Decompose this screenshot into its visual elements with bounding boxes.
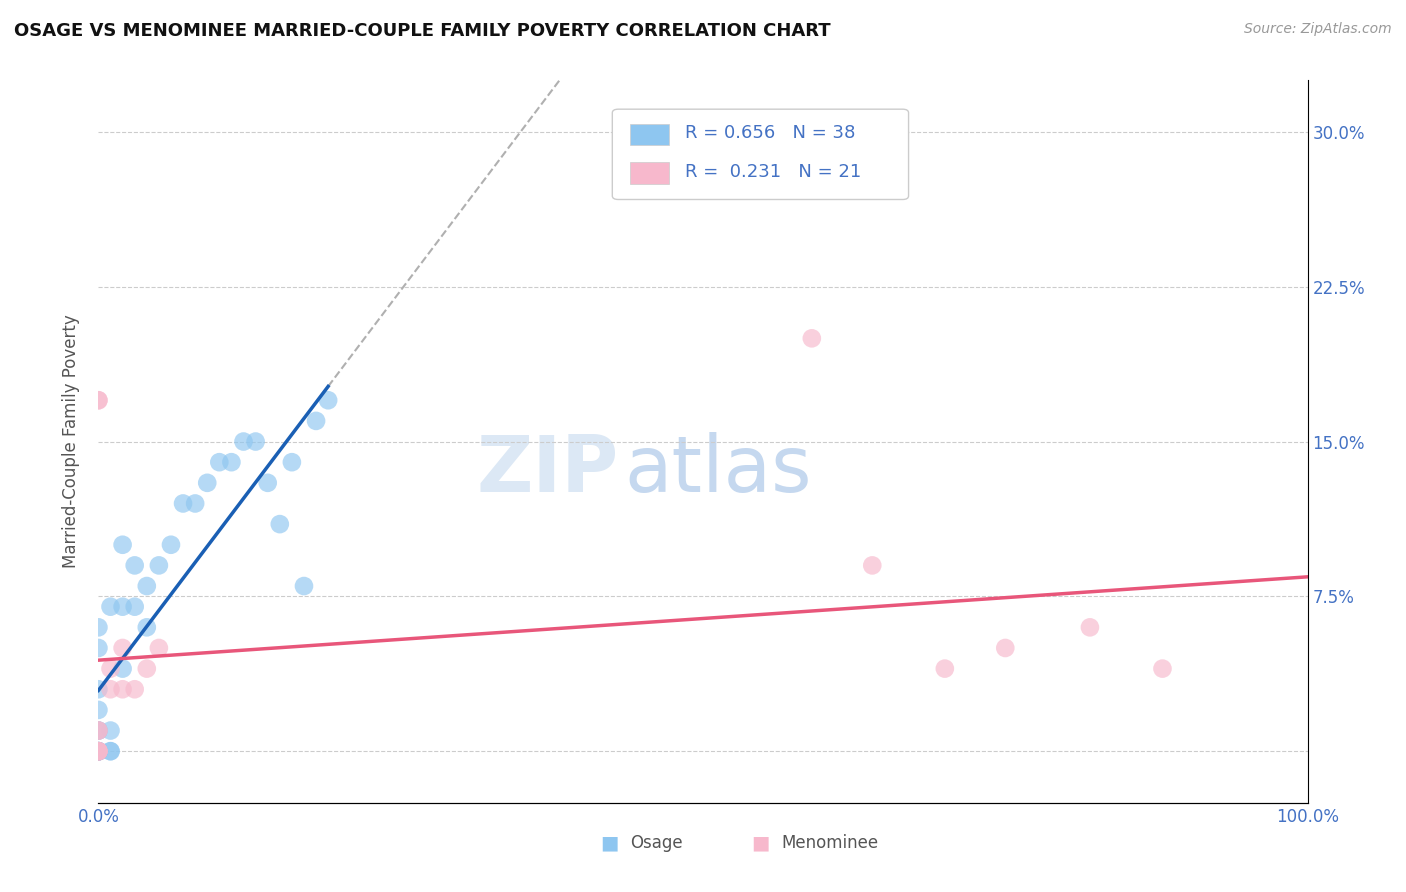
Text: ■: ■: [751, 833, 769, 852]
Point: [100, 599, 122, 614]
Point: [111, 640, 134, 655]
Point: [208, 455, 231, 469]
Point: [800, 331, 823, 345]
Point: [87, 744, 110, 758]
FancyBboxPatch shape: [630, 162, 669, 184]
Point: [87, 744, 110, 758]
Point: [87, 723, 110, 738]
Point: [124, 599, 146, 614]
Text: OSAGE VS MENOMINEE MARRIED-COUPLE FAMILY POVERTY CORRELATION CHART: OSAGE VS MENOMINEE MARRIED-COUPLE FAMILY…: [14, 22, 831, 40]
Point: [87, 393, 110, 408]
Point: [87, 640, 110, 655]
Point: [87, 744, 110, 758]
Point: [269, 517, 291, 532]
Point: [860, 558, 883, 573]
Point: [87, 393, 110, 408]
Text: atlas: atlas: [624, 433, 811, 508]
Point: [87, 744, 110, 758]
Point: [1152, 662, 1174, 676]
Point: [100, 744, 122, 758]
Point: [111, 599, 134, 614]
Point: [87, 723, 110, 738]
Point: [87, 682, 110, 697]
Point: [292, 579, 315, 593]
Point: [195, 475, 218, 490]
Point: [100, 662, 122, 676]
Point: [135, 662, 157, 676]
Point: [87, 744, 110, 758]
Point: [934, 662, 956, 676]
Point: [87, 744, 110, 758]
Point: [87, 723, 110, 738]
Text: R = 0.656   N = 38: R = 0.656 N = 38: [685, 124, 855, 142]
Point: [87, 744, 110, 758]
Point: [100, 723, 122, 738]
Point: [124, 682, 146, 697]
Text: Source: ZipAtlas.com: Source: ZipAtlas.com: [1244, 22, 1392, 37]
Text: Menominee: Menominee: [782, 833, 879, 852]
Point: [87, 703, 110, 717]
Point: [148, 558, 170, 573]
Point: [160, 538, 183, 552]
Point: [148, 640, 170, 655]
Text: ZIP: ZIP: [477, 433, 619, 508]
Point: [87, 620, 110, 634]
Point: [281, 455, 304, 469]
Point: [124, 558, 146, 573]
Point: [172, 496, 194, 510]
Point: [221, 455, 243, 469]
FancyBboxPatch shape: [630, 124, 669, 145]
Text: R =  0.231   N = 21: R = 0.231 N = 21: [685, 163, 860, 181]
Point: [184, 496, 207, 510]
Point: [1078, 620, 1101, 634]
Point: [305, 414, 328, 428]
Point: [135, 620, 157, 634]
Point: [245, 434, 267, 449]
Point: [232, 434, 254, 449]
Text: ■: ■: [600, 833, 619, 852]
Point: [87, 744, 110, 758]
Point: [994, 640, 1017, 655]
Point: [87, 723, 110, 738]
Y-axis label: Married-Couple Family Poverty: Married-Couple Family Poverty: [62, 315, 80, 568]
Point: [100, 744, 122, 758]
Point: [256, 475, 278, 490]
Point: [316, 393, 339, 408]
Point: [100, 682, 122, 697]
Point: [135, 579, 157, 593]
Point: [87, 744, 110, 758]
FancyBboxPatch shape: [613, 109, 908, 200]
Point: [111, 538, 134, 552]
Point: [111, 682, 134, 697]
Point: [111, 662, 134, 676]
Point: [87, 744, 110, 758]
Text: Osage: Osage: [630, 833, 683, 852]
